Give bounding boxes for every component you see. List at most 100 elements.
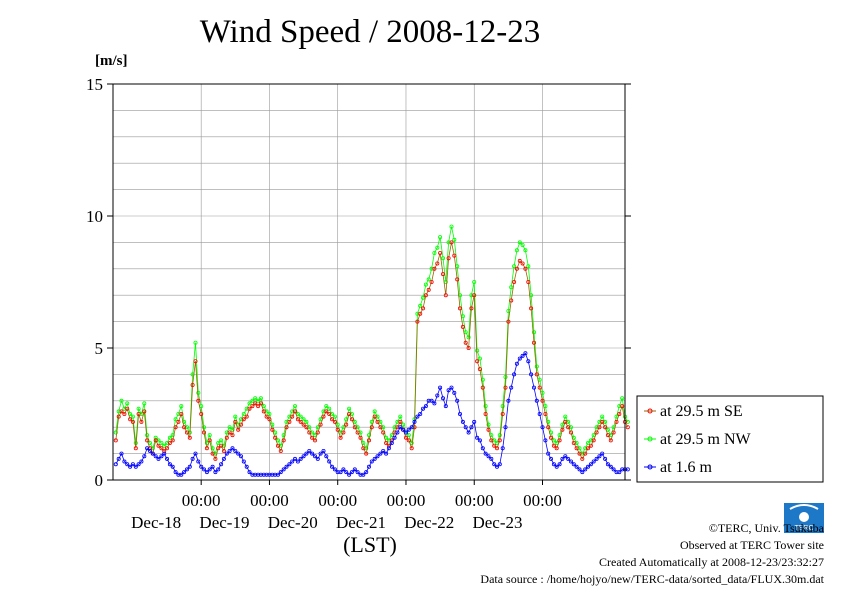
- data-point: [324, 409, 329, 414]
- data-point: [494, 464, 499, 469]
- data-point: [398, 419, 403, 424]
- data-point: [440, 256, 445, 261]
- data-point: [603, 425, 608, 430]
- data-point: [514, 248, 519, 253]
- data-point: [608, 464, 613, 469]
- data-point: [170, 464, 175, 469]
- data-point: [520, 261, 525, 266]
- data-point: [386, 446, 391, 451]
- data-point: [150, 451, 155, 456]
- data-point: [526, 279, 531, 284]
- plot-frame: [112, 83, 626, 481]
- data-point: [344, 470, 349, 475]
- data-point: [156, 443, 161, 448]
- data-point: [247, 470, 252, 475]
- data-point: [500, 446, 505, 451]
- y-tick-label: 5: [95, 339, 104, 358]
- data-point: [577, 467, 582, 472]
- data-point: [540, 398, 545, 403]
- data-point: [292, 409, 297, 414]
- data-point: [611, 467, 616, 472]
- data-point: [321, 414, 326, 419]
- data-point: [130, 419, 135, 424]
- data-point: [469, 306, 474, 311]
- data-point: [281, 467, 286, 472]
- data-point: [375, 414, 380, 419]
- data-point: [435, 393, 440, 398]
- data-point: [534, 398, 539, 403]
- data-point: [347, 406, 352, 411]
- data-point: [142, 454, 147, 459]
- terc-logo: TERC: [784, 503, 824, 533]
- data-point: [497, 462, 502, 467]
- data-point: [159, 440, 164, 445]
- data-point: [361, 446, 366, 451]
- data-point: [466, 335, 471, 340]
- data-point: [173, 417, 178, 422]
- data-point: [455, 277, 460, 282]
- data-point: [625, 467, 630, 472]
- data-point: [125, 462, 130, 467]
- data-point: [281, 433, 286, 438]
- grid-lines: [113, 84, 625, 480]
- data-point: [375, 454, 380, 459]
- data-point: [338, 470, 343, 475]
- data-point: [455, 398, 460, 403]
- data-point: [486, 454, 491, 459]
- data-point: [190, 382, 195, 387]
- data-point: [429, 266, 434, 271]
- data-point: [569, 459, 574, 464]
- data-point: [147, 448, 152, 453]
- data-point: [506, 398, 511, 403]
- data-point: [162, 448, 167, 453]
- series-lines: [113, 224, 630, 477]
- data-point: [600, 419, 605, 424]
- data-point: [162, 443, 167, 448]
- data-point: [250, 398, 255, 403]
- data-point: [620, 404, 625, 409]
- data-point: [423, 282, 428, 287]
- data-point: [193, 340, 198, 345]
- data-point: [435, 245, 440, 250]
- data-point: [221, 443, 226, 448]
- data-point: [224, 451, 229, 456]
- data-point: [201, 425, 206, 430]
- data-point: [366, 438, 371, 443]
- data-point: [139, 459, 144, 464]
- data-point: [489, 438, 494, 443]
- data-point: [347, 472, 352, 477]
- data-point: [532, 330, 537, 335]
- data-point: [586, 464, 591, 469]
- data-point: [594, 430, 599, 435]
- data-point: [130, 462, 135, 467]
- data-point: [418, 303, 423, 308]
- data-point: [332, 414, 337, 419]
- data-point: [133, 464, 138, 469]
- data-point: [486, 422, 491, 427]
- data-point: [529, 306, 534, 311]
- data-point: [204, 470, 209, 475]
- data-point: [534, 364, 539, 369]
- legend: at 29.5 m SE at 29.5 m NW at 1.6 m: [636, 395, 824, 483]
- data-point: [520, 242, 525, 247]
- data-point: [588, 443, 593, 448]
- data-point: [523, 248, 528, 253]
- data-point: [332, 419, 337, 424]
- data-point: [460, 419, 465, 424]
- data-point: [358, 472, 363, 477]
- data-point: [551, 443, 556, 448]
- data-point: [551, 462, 556, 467]
- data-point: [449, 224, 454, 229]
- data-point: [258, 396, 263, 401]
- data-point: [153, 454, 158, 459]
- data-point: [275, 443, 280, 448]
- data-point: [600, 414, 605, 419]
- x-tick-date: Dec-18: [131, 513, 181, 532]
- data-point: [438, 385, 443, 390]
- data-point: [136, 406, 141, 411]
- data-point: [335, 427, 340, 432]
- data-point: [588, 438, 593, 443]
- data-point: [423, 404, 428, 409]
- data-point: [329, 411, 334, 416]
- data-point: [128, 464, 133, 469]
